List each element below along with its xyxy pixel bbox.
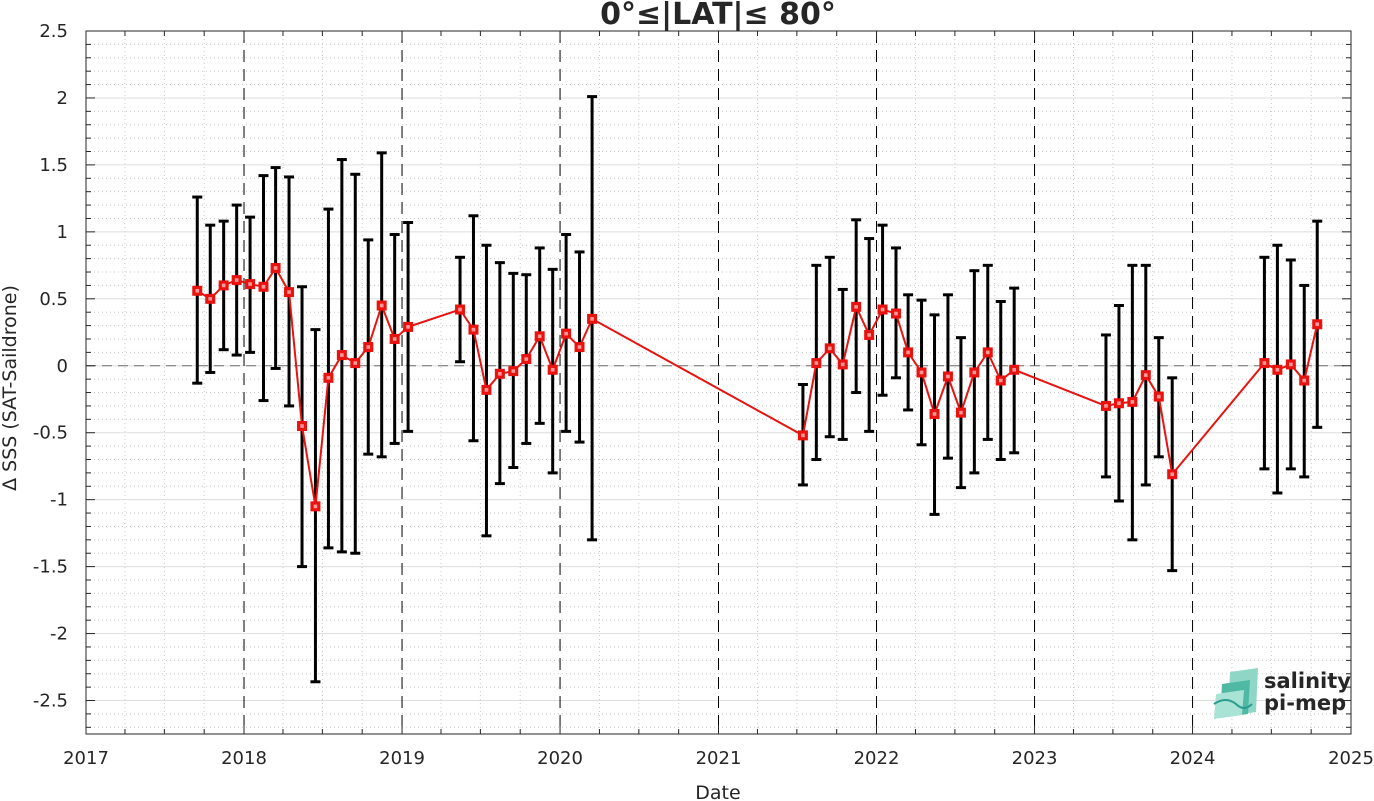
x-tick-label: 2019 <box>379 748 425 769</box>
data-point-marker-inner <box>484 388 489 392</box>
data-point-marker-inner <box>1302 378 1307 383</box>
data-point-marker-inner <box>1156 394 1161 399</box>
data-point-marker-inner <box>590 317 594 321</box>
y-tick-labels: 2.5 2 1.5 1 0.5 0 -0.5 -1 -1.5 -2 -2.5 <box>33 21 68 712</box>
x-tick-label: 2020 <box>537 748 583 769</box>
data-point-marker-inner <box>814 361 819 365</box>
x-tick-label: 2021 <box>696 748 742 769</box>
data-point-marker-inner <box>1275 367 1280 372</box>
x-axis-label: Date <box>695 782 740 801</box>
data-point-marker-inner <box>827 346 832 351</box>
data-point-marker-inner <box>801 433 805 438</box>
y-tick-label: 0 <box>57 356 68 377</box>
data-point-marker-inner <box>471 327 476 332</box>
data-point-marker-inner <box>1012 367 1016 372</box>
x-tick-labels: 2017 2018 2019 2020 2021 2022 2023 2024 2025 <box>63 748 1374 769</box>
data-point-marker-inner <box>287 290 291 294</box>
wave-logo-icon <box>1213 668 1258 719</box>
chart-title: 0°≤|LAT|≤ 80° <box>600 0 836 32</box>
data-point-marker-inner <box>208 297 213 301</box>
y-tick-label: 1.5 <box>39 155 68 176</box>
x-tick-label: 2018 <box>221 748 267 769</box>
data-point-marker-inner <box>379 303 384 308</box>
data-point-marker-inner <box>1170 472 1175 477</box>
series-markers <box>192 263 1323 512</box>
data-point-marker-inner <box>392 337 397 341</box>
data-point-marker-inner <box>959 410 963 415</box>
x-tick-label: 2017 <box>63 748 109 769</box>
y-tick-label: -0.5 <box>33 423 68 444</box>
data-point-marker-inner <box>1117 401 1121 406</box>
data-point-marker-inner <box>998 378 1003 383</box>
data-point-marker-inner <box>1143 373 1148 377</box>
data-point-marker-inner <box>234 278 239 282</box>
data-point-marker-inner <box>1104 404 1108 408</box>
data-point-marker-inner <box>1315 322 1320 327</box>
data-point-marker-inner <box>511 369 516 373</box>
data-point-marker-inner <box>458 307 462 312</box>
year-divider-lines <box>243 31 1194 734</box>
x-tick-label: 2022 <box>854 748 900 769</box>
data-point-marker-inner <box>300 424 304 428</box>
data-point-marker-inner <box>273 266 278 270</box>
data-point-marker-inner <box>972 370 977 375</box>
data-point-marker-inner <box>840 362 845 367</box>
data-point-marker-inner <box>498 371 502 376</box>
data-point-marker-inner <box>248 282 252 286</box>
logo-text-salinity: salinity <box>1264 669 1351 693</box>
data-point-marker-inner <box>919 370 924 375</box>
data-point-marker-inner <box>406 325 410 329</box>
data-point-marker-inner <box>564 331 568 336</box>
x-tick-label: 2025 <box>1328 748 1374 769</box>
y-tick-label: -1 <box>50 490 68 511</box>
data-point-marker-inner <box>340 353 344 357</box>
data-point-marker-inner <box>906 350 910 355</box>
data-point-marker-inner <box>261 284 266 289</box>
data-point-marker-inner <box>577 345 582 349</box>
data-point-marker-inner <box>854 305 858 309</box>
data-point-marker-inner <box>946 374 950 379</box>
data-point-marker-inner <box>537 334 542 339</box>
data-point-marker-inner <box>353 361 358 365</box>
y-tick-label: -1.5 <box>33 557 68 578</box>
logo-text-pi-mep: pi-mep <box>1264 691 1346 715</box>
data-point-marker-inner <box>1262 361 1267 365</box>
y-axis-label: Δ SSS (SAT-Saildrone) <box>0 285 21 491</box>
y-tick-label: 2 <box>57 88 68 109</box>
salinity-pi-mep-logo: salinity pi-mep <box>1213 668 1351 719</box>
axis-ticks <box>85 30 1352 734</box>
x-tick-label: 2023 <box>1012 748 1058 769</box>
data-point-marker-inner <box>867 333 871 337</box>
data-point-marker-inner <box>932 412 937 416</box>
data-point-marker-inner <box>313 504 318 509</box>
data-point-marker-inner <box>195 288 200 293</box>
data-point-marker-inner <box>1289 362 1293 367</box>
x-tick-label: 2024 <box>1170 748 1216 769</box>
data-point-marker-inner <box>894 311 898 316</box>
data-point-marker-inner <box>880 307 885 312</box>
data-point-marker-inner <box>550 367 555 372</box>
data-point-marker-inner <box>221 283 226 288</box>
data-point-marker-inner <box>524 357 529 361</box>
y-tick-label: 2.5 <box>39 21 68 42</box>
data-point-marker-inner <box>1130 400 1135 404</box>
y-tick-label: -2 <box>50 624 68 645</box>
data-point-marker-inner <box>326 376 331 380</box>
y-tick-label: 0.5 <box>39 289 68 310</box>
data-point-marker-inner <box>985 350 990 355</box>
y-tick-label: -2.5 <box>33 691 68 712</box>
y-tick-label: 1 <box>57 222 68 243</box>
data-point-marker-inner <box>366 345 371 349</box>
